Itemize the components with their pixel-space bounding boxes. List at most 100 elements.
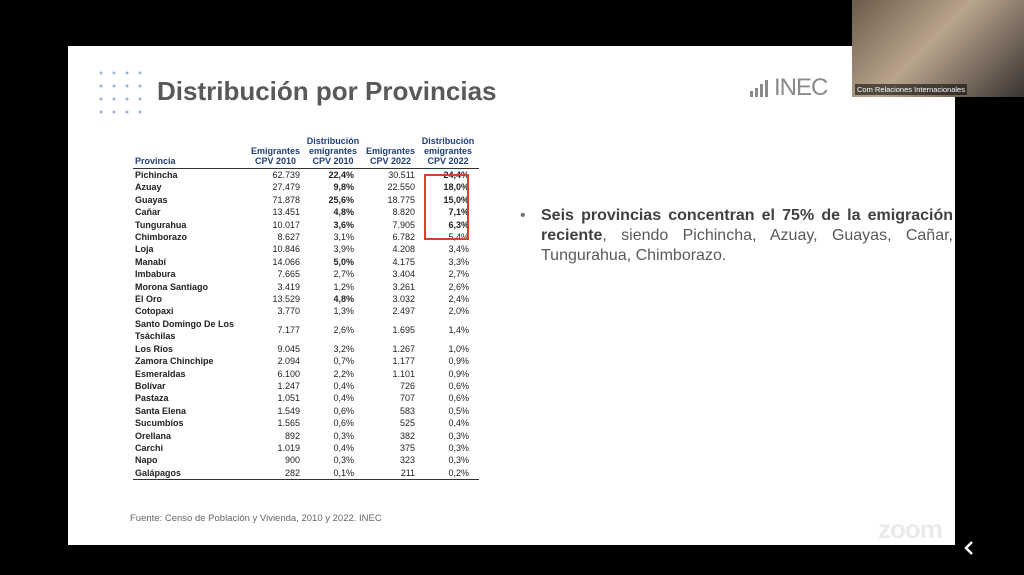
- table-cell: 1.565: [277, 418, 301, 429]
- table-cell: 0,9%: [448, 368, 470, 379]
- table-cell: 3.261: [392, 281, 416, 292]
- table-cell: 2.497: [392, 306, 416, 317]
- table-cell: 2,7%: [333, 269, 355, 280]
- table-cell: 323: [400, 455, 416, 466]
- table-row: El Oro 13.529 4,8% 3.032 2,4%: [133, 293, 479, 305]
- table-cell: 0,3%: [448, 430, 470, 441]
- table-cell: 282: [249, 466, 303, 481]
- source-note: Fuente: Censo de Población y Vivienda, 2…: [130, 513, 382, 524]
- table-cell: 1.019: [277, 442, 301, 453]
- logo-bars: [750, 80, 768, 97]
- table-cell: 8.820: [392, 207, 416, 218]
- table-cell: 1.267: [392, 343, 416, 354]
- table-cell: 3.032: [392, 294, 416, 305]
- table-cell: 5,4%: [448, 232, 470, 243]
- province-name: Cañar: [135, 207, 161, 218]
- table-cell: 6,3%: [448, 219, 470, 230]
- province-name: Galápagos: [133, 466, 249, 481]
- table-body: Pichincha 62.739 22,4% 30.511 24,4% Azuay 27.4…: [133, 169, 480, 481]
- table-cell: 0,3%: [448, 455, 470, 466]
- table-cell: 9.045: [277, 343, 301, 354]
- video-thumbnail[interactable]: Com Relaciones Internacionales: [852, 0, 1024, 97]
- table-cell: 0,6%: [448, 380, 470, 391]
- table-row: Imbabura 7.665 2,7% 3.404 2,7%: [133, 268, 479, 280]
- table-cell: 30.511: [388, 170, 416, 180]
- table-cell: 0,6%: [333, 405, 355, 416]
- table-cell: 1.051: [277, 393, 301, 404]
- table-cell: 3,2%: [333, 343, 355, 354]
- table-cell: 8.627: [277, 232, 301, 243]
- table-cell: 707: [400, 393, 416, 404]
- table-cell: 22.550: [387, 182, 416, 193]
- table-cell: 7.905: [392, 219, 416, 230]
- table-cell: 0,7%: [333, 356, 355, 367]
- table-cell: 3.419: [277, 281, 301, 292]
- header-row: Provincia Emigrantes CPV 2010 Distribución…: [133, 136, 480, 169]
- logo-text: INEC: [774, 74, 828, 101]
- province-name: Guayas: [135, 194, 168, 205]
- province-name: El Oro: [135, 294, 163, 305]
- table-cell: 0,5%: [448, 405, 470, 416]
- province-name: Tungurahua: [135, 219, 187, 230]
- table-cell: 3,1%: [333, 232, 355, 243]
- table-cell: 726: [400, 380, 416, 391]
- table-row: Los Ríos 9.045 3,2% 1.267 1,0%: [133, 343, 479, 355]
- table-cell: 2,2%: [333, 368, 355, 379]
- table-cell: 7.177: [277, 325, 301, 336]
- table-cell: 10.846: [272, 244, 301, 255]
- table-cell: 62.739: [272, 170, 301, 180]
- table-row: Esmeraldas 6.100 2,2% 1.101 0,9%: [133, 368, 479, 380]
- table-row: Chimborazo 8.627 3,1% 6.782 5,4%: [133, 231, 479, 243]
- table-cell: 375: [400, 442, 416, 453]
- table-cell: 382: [400, 430, 416, 441]
- table-cell: 2,4%: [448, 294, 470, 305]
- province-name: Carchi: [135, 442, 164, 453]
- table-cell: 6.100: [277, 368, 301, 379]
- province-name: Chimborazo: [135, 232, 188, 243]
- province-name: Esmeraldas: [135, 368, 186, 379]
- table-row: Carchi 1.019 0,4% 375 0,3%: [133, 442, 479, 454]
- table-cell: 1.177: [392, 356, 416, 367]
- table-cell: 2,6%: [448, 281, 470, 292]
- table-cell: 3.404: [392, 269, 416, 280]
- province-name: Morona Santiago: [135, 281, 209, 292]
- table-cell: 1.549: [277, 405, 301, 416]
- decoration-dots: [99, 71, 142, 114]
- province-name: Pastaza: [135, 393, 169, 404]
- table-cell: 2,7%: [448, 269, 470, 280]
- table-cell: 1,0%: [448, 343, 470, 354]
- slide-title: Distribución por Provincias: [157, 76, 497, 106]
- table-row: Sucumbíos 1.565 0,6% 525 0,4%: [133, 417, 479, 429]
- table-cell: 10.017: [272, 219, 301, 230]
- table-row: Santa Elena 1.549 0,6% 583 0,5%: [133, 405, 479, 417]
- table-cell: 13.529: [272, 294, 301, 305]
- slide: Distribución por Provincias INEC Provinc…: [68, 46, 955, 545]
- table-cell: 4.208: [392, 244, 416, 255]
- table-cell: 0,4%: [448, 418, 470, 429]
- table-cell: 0,3%: [448, 442, 470, 453]
- table-cell: 5,0%: [333, 256, 355, 267]
- table-cell: 0,1%: [302, 466, 365, 481]
- province-name: Azuay: [135, 182, 162, 193]
- province-name: Cotopaxi: [135, 306, 174, 317]
- data-table: Provincia Emigrantes CPV 2010 Distribución…: [133, 136, 480, 481]
- table-cell: 0,6%: [448, 393, 470, 404]
- table-cell: 6.782: [392, 232, 416, 243]
- table-cell: 18.775: [387, 194, 416, 205]
- table-row: Loja 10.846 3,9% 4.208 3,4%: [133, 243, 479, 255]
- table-row: Cotopaxi 3.770 1,3% 2.497 2,0%: [133, 305, 479, 317]
- collapse-button[interactable]: [960, 538, 980, 558]
- table-cell: 7.665: [277, 269, 301, 280]
- table-cell: 0,4%: [333, 380, 355, 391]
- table-cell: 2.094: [277, 356, 301, 367]
- table-cell: 2,6%: [333, 325, 355, 336]
- table-cell: 22,4%: [328, 170, 355, 180]
- table-cell: 15,0%: [443, 194, 470, 205]
- highlight-box: [424, 174, 469, 240]
- province-name: Sucumbíos: [135, 418, 184, 429]
- province-name: Zamora Chinchipe: [135, 356, 214, 367]
- table-cell: 892: [285, 430, 301, 441]
- table-cell: 27.479: [272, 182, 301, 193]
- table-cell: 0,4%: [333, 393, 355, 404]
- table-cell: 2,0%: [448, 306, 470, 317]
